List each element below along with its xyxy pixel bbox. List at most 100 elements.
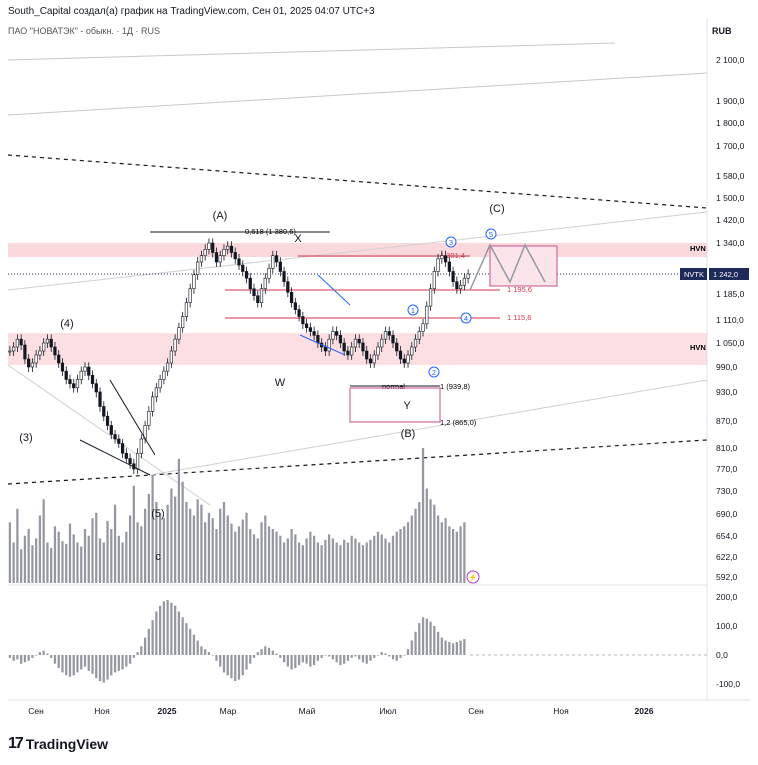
candle-body — [229, 245, 234, 253]
candle-body — [109, 425, 113, 435]
oscillator-bar — [136, 652, 139, 655]
candle-body — [451, 271, 455, 283]
oscillator-bar — [361, 655, 365, 663]
oscillator-bar — [27, 655, 30, 661]
candle-body — [177, 327, 181, 340]
candle-body — [267, 268, 271, 279]
tradingview-logo[interactable]: 17 TradingView — [8, 735, 108, 753]
volume-bar — [436, 515, 440, 583]
oscillator-bar — [444, 640, 447, 655]
y-tick-label: 690,0 — [716, 509, 738, 519]
oscillator-bar — [249, 655, 252, 664]
candle-body — [135, 452, 140, 470]
candle-body — [425, 305, 429, 325]
wave-circle — [428, 366, 440, 378]
oscillator-bar — [211, 655, 214, 656]
y-tick-label: 810,0 — [716, 443, 738, 453]
candle-body — [117, 438, 121, 444]
oscillator-bar — [237, 655, 241, 680]
oscillator-bar — [294, 655, 297, 669]
volume-bar — [410, 515, 413, 583]
candle-body — [154, 387, 158, 398]
volume-bar — [376, 531, 380, 583]
candle-body — [192, 274, 196, 290]
y-tick-label: 1 420,0 — [716, 215, 745, 225]
x-tick-label: Ноя — [94, 706, 110, 716]
volume-bar — [155, 502, 158, 583]
wave-circle — [485, 228, 497, 240]
candle-body — [304, 323, 309, 328]
oscillator-bar — [380, 652, 383, 655]
oscillator-bar — [290, 655, 293, 670]
x-tick-label: Ноя — [553, 706, 569, 716]
volume-bar — [373, 535, 376, 583]
candle-body — [38, 350, 42, 356]
oscillator-bar — [324, 655, 327, 656]
volume-bar — [391, 535, 395, 583]
volume-bar — [230, 523, 233, 583]
oscillator-bar — [46, 653, 49, 655]
wave-label: Y — [403, 400, 411, 412]
osc-tick-label: -100,0 — [716, 679, 740, 689]
oscillator-bar — [297, 655, 301, 666]
oscillator-bar — [305, 655, 308, 664]
volume-bar — [162, 518, 166, 583]
candle-body — [19, 338, 23, 346]
x-tick-label: 2026 — [635, 706, 654, 716]
volume-bar — [245, 512, 248, 583]
oscillator-bar — [204, 649, 207, 655]
oscillator-bar — [151, 620, 154, 655]
oscillator-bar — [335, 655, 338, 663]
volume-bar — [121, 542, 124, 583]
volume-bar — [403, 526, 406, 583]
volume-bar — [369, 539, 372, 583]
oscillator-bar — [174, 605, 177, 655]
oscillator-bar — [230, 655, 233, 679]
projection-path — [469, 243, 546, 291]
volume-bar — [113, 504, 117, 583]
candle-body — [282, 271, 286, 283]
oscillator-bar — [196, 640, 199, 655]
tradingview-logo-icon: 17 — [8, 735, 24, 752]
candle-body — [387, 331, 391, 336]
candle-body — [447, 261, 451, 272]
oscillator-bar — [158, 605, 162, 655]
oscillator-bar — [23, 655, 27, 663]
volume-bar — [267, 526, 271, 583]
volume-bar — [343, 539, 346, 583]
volume-bar — [87, 535, 90, 583]
oscillator-bar — [143, 637, 147, 655]
volume-bar — [448, 526, 451, 583]
oscillator-bar — [117, 655, 120, 671]
y-tick-label: 870,0 — [716, 416, 738, 426]
candle-body — [30, 362, 35, 368]
oscillator-bar — [376, 655, 380, 656]
oscillator-bar — [76, 655, 79, 673]
candle-body — [102, 406, 106, 417]
volume-bar — [335, 542, 338, 583]
candle-body — [297, 309, 301, 317]
volume-bar — [226, 515, 229, 583]
oscillator-bar — [35, 655, 38, 656]
volume-bar — [256, 538, 259, 583]
volume-bar — [16, 508, 19, 583]
volume-bar — [414, 508, 417, 583]
volume-bar — [380, 534, 383, 583]
oscillator-bar — [301, 655, 304, 663]
oscillator-bar — [102, 655, 105, 683]
candle-body — [139, 438, 143, 454]
wave-circle-label: 3 — [449, 238, 453, 247]
candle-body — [128, 458, 132, 465]
osc-tick-label: 200,0 — [716, 592, 738, 602]
volume-bar — [42, 499, 45, 583]
oscillator-bar — [38, 652, 42, 655]
y-tick-label: 654,0 — [716, 531, 738, 541]
candle-body — [199, 255, 204, 263]
oscillator-bar — [128, 655, 132, 664]
volume-bar — [140, 526, 143, 583]
candle-body — [350, 346, 354, 356]
candle-body — [410, 346, 414, 356]
candle-body — [162, 370, 166, 380]
oscillator-bar — [241, 655, 244, 676]
